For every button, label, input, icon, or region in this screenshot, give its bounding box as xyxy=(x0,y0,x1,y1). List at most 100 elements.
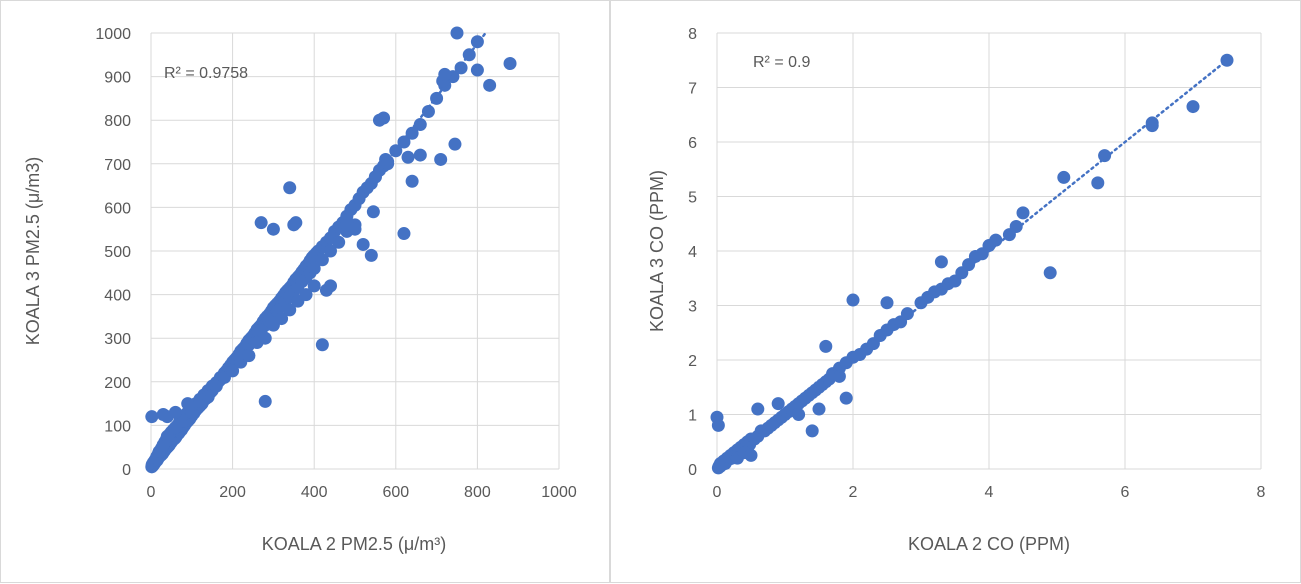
data-point xyxy=(503,57,517,71)
data-point xyxy=(324,244,338,258)
data-point xyxy=(771,397,785,411)
x-axis-title: KOALA 2 PM2.5 (μ/m³) xyxy=(262,534,446,554)
y-tick-label: 200 xyxy=(104,375,131,392)
data-point xyxy=(315,253,329,267)
data-point xyxy=(405,174,419,188)
data-point xyxy=(470,35,484,49)
x-tick-label: 0 xyxy=(713,484,722,501)
data-point xyxy=(307,279,321,293)
co-scatter-chart: 0 2 4 6 8 0 1 2 3 4 5 6 7 8 R² = 0.9 KOALA 2 CO (PPM) KO… xyxy=(647,26,1266,554)
y-tick-label: 700 xyxy=(104,157,131,174)
data-point xyxy=(209,379,223,393)
chart-panel-pm25: 0 200 400 600 800 1000 0 100 200 300 400 500 600 700 8… xyxy=(0,0,610,583)
data-point xyxy=(483,78,497,92)
data-point xyxy=(401,150,415,164)
data-point xyxy=(805,424,819,438)
data-point xyxy=(751,402,765,416)
data-point xyxy=(289,216,303,230)
y-tick-label: 4 xyxy=(688,244,697,261)
x-tick-label: 800 xyxy=(464,484,491,501)
y-tick-label: 7 xyxy=(688,81,697,98)
data-point xyxy=(307,261,321,275)
x-tick-label: 4 xyxy=(985,484,994,501)
trendline xyxy=(149,31,487,471)
data-point xyxy=(324,279,338,293)
data-point xyxy=(1043,266,1057,280)
data-point xyxy=(201,390,215,404)
data-point xyxy=(364,248,378,262)
data-point xyxy=(381,157,395,171)
data-point xyxy=(254,216,268,230)
y-tick-label: 8 xyxy=(688,26,697,43)
data-point xyxy=(332,235,346,249)
data-point xyxy=(454,61,468,75)
data-point xyxy=(242,349,256,363)
x-tick-label: 200 xyxy=(219,484,246,501)
data-point xyxy=(989,233,1003,247)
y-tick-label: 6 xyxy=(688,135,697,152)
y-tick-label: 3 xyxy=(688,299,697,316)
data-point xyxy=(1186,100,1200,114)
y-tick-label: 0 xyxy=(122,462,131,479)
data-point xyxy=(900,307,914,321)
y-tick-label: 2 xyxy=(688,353,697,370)
data-point xyxy=(792,408,806,421)
data-point xyxy=(283,181,297,195)
y-tick-label: 900 xyxy=(104,70,131,87)
data-point xyxy=(366,205,380,219)
data-point xyxy=(275,312,289,326)
x-axis-title: KOALA 2 CO (PPM) xyxy=(908,534,1070,554)
data-point xyxy=(934,255,948,269)
data-point xyxy=(819,339,833,353)
y-axis-title: KOALA 3 PM2.5 (μ/m3) xyxy=(23,157,43,345)
data-point xyxy=(299,288,313,302)
data-point xyxy=(145,410,159,424)
y-tick-label: 1000 xyxy=(95,26,131,43)
x-tick-label: 0 xyxy=(147,484,156,501)
data-point xyxy=(1098,149,1112,163)
r-squared-annotation: R² = 0.9758 xyxy=(164,65,248,82)
y-tick-label: 600 xyxy=(104,200,131,217)
y-tick-label: 5 xyxy=(688,190,697,207)
y-tick-label: 1 xyxy=(688,408,697,425)
data-point xyxy=(450,26,464,40)
y-axis-title: KOALA 3 CO (PPM) xyxy=(647,170,667,332)
data-point xyxy=(1009,219,1023,233)
data-point xyxy=(448,137,462,151)
y-tick-label: 400 xyxy=(104,288,131,305)
y-tick-label: 300 xyxy=(104,331,131,348)
data-point xyxy=(413,148,427,162)
x-tick-label: 600 xyxy=(382,484,409,501)
data-point xyxy=(160,429,174,443)
chart-panel-co: 0 2 4 6 8 0 1 2 3 4 5 6 7 8 R² = 0.9 KOALA 2 CO (PPM) KO… xyxy=(610,0,1301,583)
data-point xyxy=(315,338,329,352)
x-tick-label: 400 xyxy=(301,484,328,501)
data-point xyxy=(283,303,297,317)
data-point xyxy=(713,459,727,473)
data-point xyxy=(405,126,419,140)
data-point xyxy=(1016,206,1030,220)
data-point xyxy=(434,152,448,166)
data-point xyxy=(846,293,860,307)
data-point xyxy=(438,67,452,81)
data-point xyxy=(744,448,758,462)
x-tick-label: 2 xyxy=(849,484,858,501)
data-point xyxy=(168,405,182,419)
data-point xyxy=(839,391,853,405)
y-tick-label: 800 xyxy=(104,113,131,130)
pm25-scatter-chart: 0 200 400 600 800 1000 0 100 200 300 400 500 600 700 8… xyxy=(23,26,577,554)
y-tick-label: 100 xyxy=(104,418,131,435)
data-point xyxy=(880,296,894,310)
data-point xyxy=(397,227,411,241)
trendline xyxy=(715,59,1229,471)
data-point xyxy=(258,331,272,345)
data-point xyxy=(711,418,725,432)
data-point xyxy=(266,222,280,236)
data-point xyxy=(377,111,391,125)
data-point xyxy=(812,402,826,416)
data-point xyxy=(258,394,272,408)
data-point xyxy=(348,222,362,236)
r-squared-annotation: R² = 0.9 xyxy=(753,54,810,71)
data-point xyxy=(177,414,191,428)
y-tick-label: 0 xyxy=(688,462,697,479)
